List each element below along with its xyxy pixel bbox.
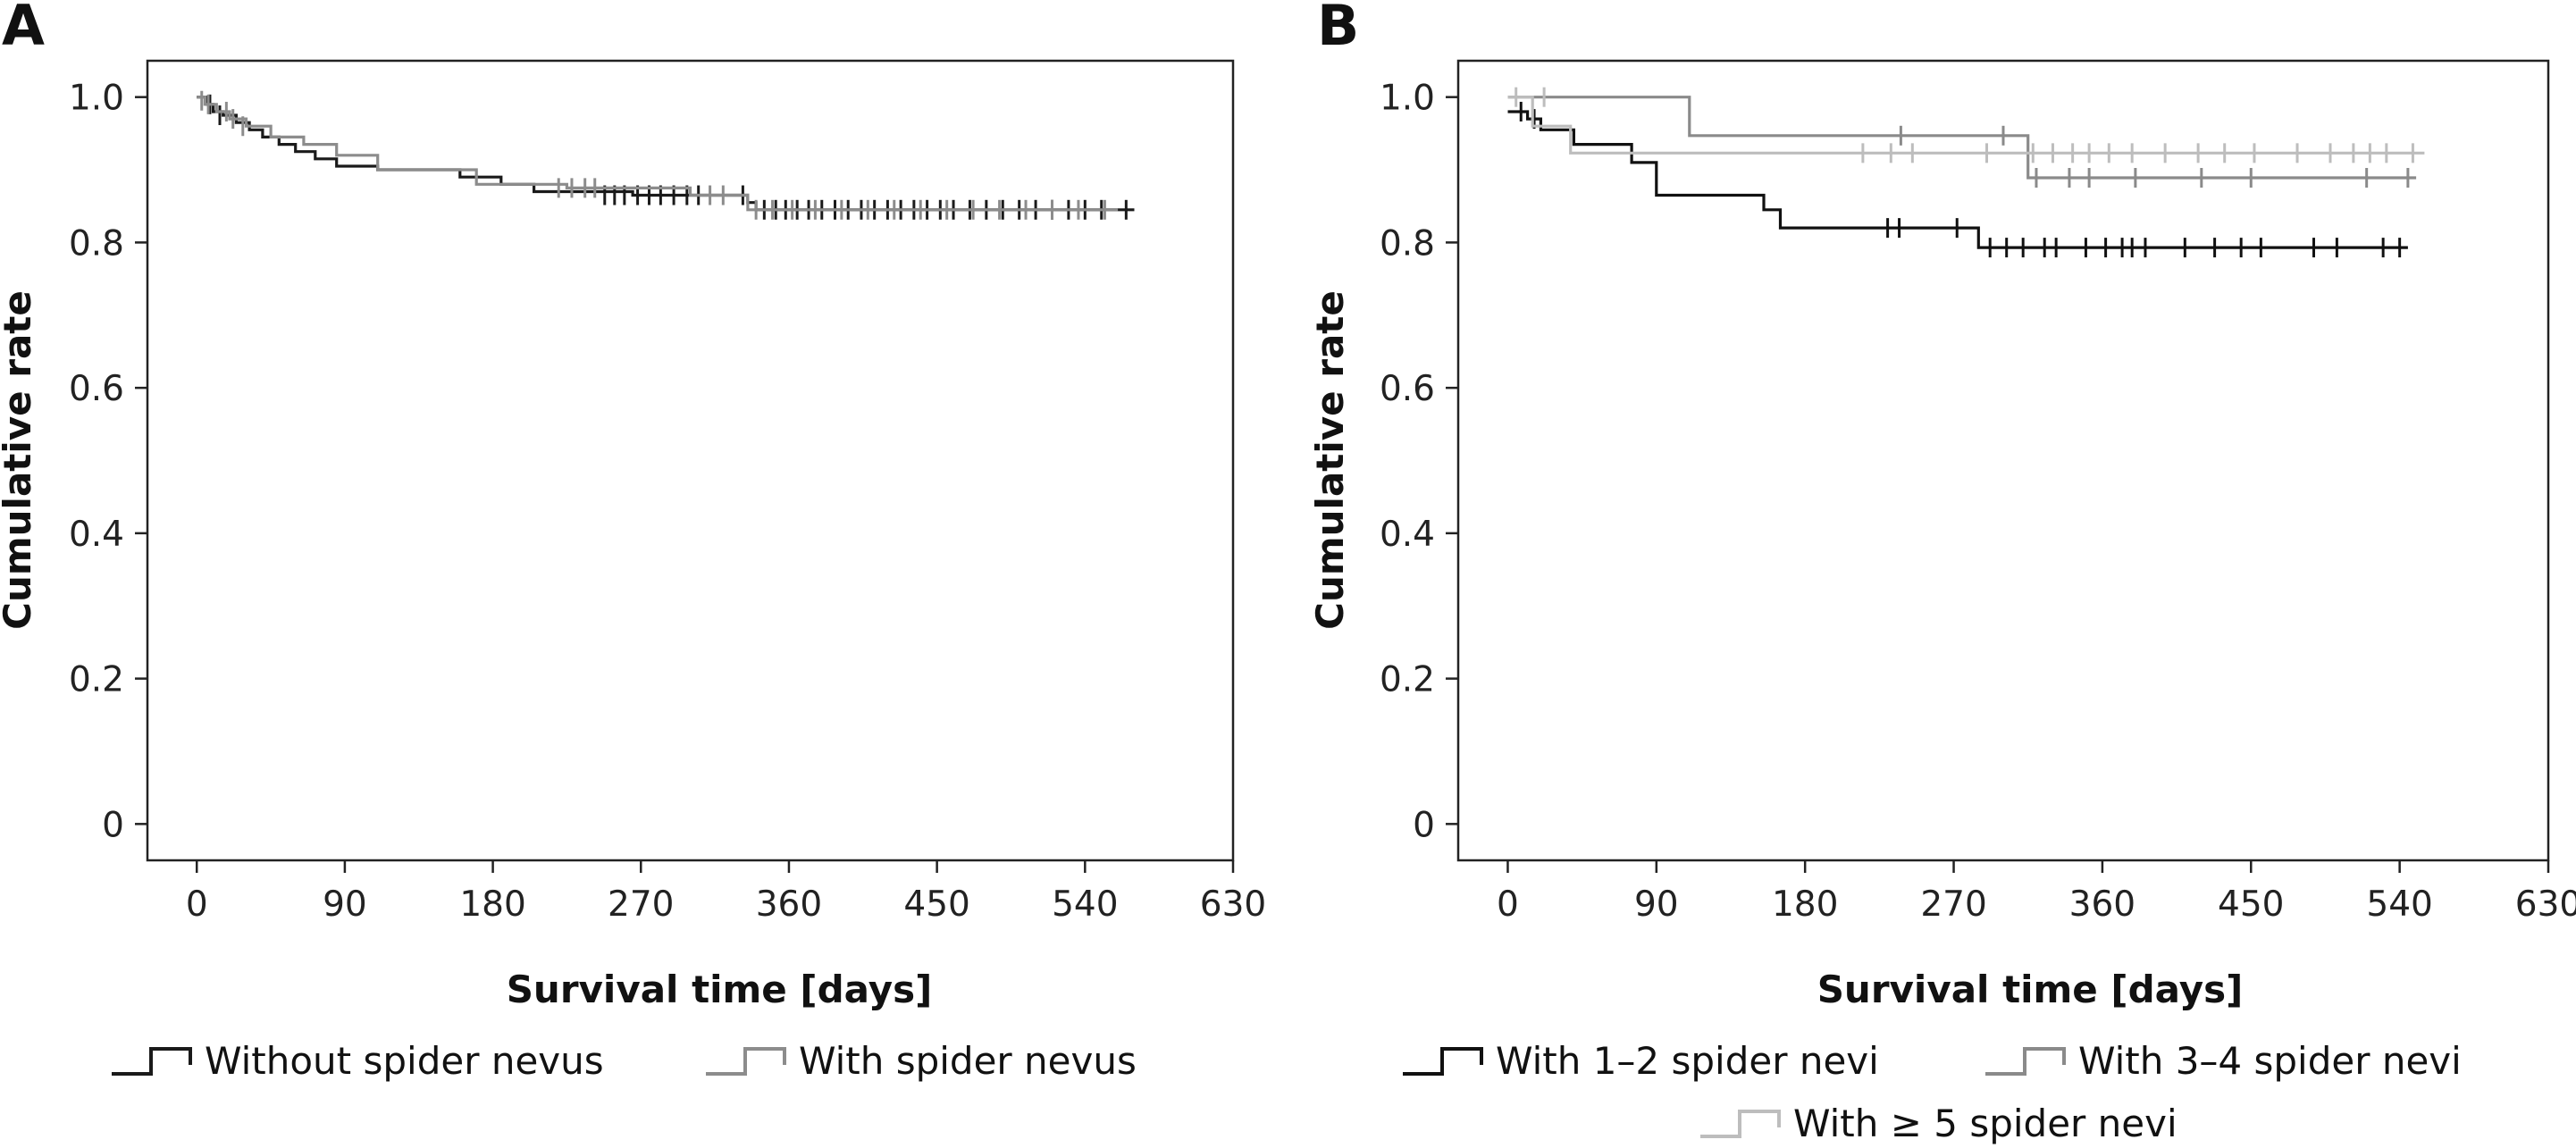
panel-b-y-tick-label: 0	[1413, 805, 1435, 845]
panel-b-y-axis-title: Cumulative rate	[1308, 290, 1352, 630]
panel-b-x-tick-label: 630	[2515, 884, 2576, 925]
panel-a-legend-label-1: Without spider nevus	[205, 1039, 604, 1083]
panel-b-legend: With 1–2 spider nevi With 3–4 spider nevi…	[1403, 1039, 2462, 1145]
panel-b-x-tick-label: 540	[2366, 884, 2432, 925]
panel-b-legend-swatch-1	[1403, 1047, 1483, 1076]
panel-b-series-2-curve	[1507, 96, 2417, 180]
panel-b-x-tick-label: 450	[2218, 884, 2284, 925]
panel-b-legend-label-1: With 1–2 spider nevi	[1496, 1039, 1879, 1083]
panel-a-x-tick-label: 180	[459, 884, 525, 925]
panel-a-legend: Without spider nevus With spider nevus	[112, 1039, 1137, 1083]
panel-a-legend-label-2: With spider nevus	[799, 1039, 1137, 1083]
panel-a-legend-swatch-2	[706, 1047, 786, 1076]
panel-a-y-tick-label: 0.6	[69, 369, 124, 409]
panel-b-y-tick-label: 0.2	[1380, 660, 1435, 700]
panel-a-x-tick-label: 540	[1052, 884, 1118, 925]
panel-a-plot-frame	[146, 59, 1235, 862]
panel-a-x-tick-label: 450	[903, 884, 969, 925]
panel-b-legend-swatch-2	[1985, 1047, 2066, 1076]
panel-b-letter: B	[1317, 0, 1359, 58]
panel-b-x-tick-label: 180	[1772, 884, 1838, 925]
panel-a: A 0 0.2 0.4 0.6 0.8 1.0 0 90 180 270 360 450 540 630…	[0, 0, 1266, 1083]
panel-b-x-tick-label: 0	[1497, 884, 1519, 925]
panel-b-plot-frame	[1456, 59, 2550, 862]
panel-b-x-tick-label: 270	[1920, 884, 1986, 925]
panel-b-y-tick-label: 1.0	[1380, 79, 1435, 119]
panel-a-x-tick-label: 630	[1200, 884, 1266, 925]
panel-b-y-axis: 0 0.2 0.4 0.6 0.8 1.0	[1380, 79, 1458, 845]
panel-b-legend-label-2: With 3–4 spider nevi	[2078, 1039, 2462, 1083]
panel-b-x-tick-label: 90	[1634, 884, 1679, 925]
panel-a-y-tick-label: 0	[102, 805, 124, 845]
panel-b-x-tick-label: 360	[2069, 884, 2135, 925]
panel-a-y-axis-title: Cumulative rate	[0, 290, 39, 630]
panel-a-x-axis: 0 90 180 270 360 450 540 630	[186, 860, 1266, 925]
panel-a-x-tick-label: 360	[756, 884, 822, 925]
panel-a-y-axis: 0 0.2 0.4 0.6 0.8 1.0	[69, 79, 147, 845]
panel-a-legend-swatch-1	[112, 1047, 192, 1076]
panel-b-x-axis: 0 90 180 270 360 450 540 630	[1497, 860, 2576, 925]
panel-b-legend-swatch-3	[1700, 1110, 1781, 1138]
panel-a-x-axis-title: Survival time [days]	[507, 968, 933, 1011]
panel-b-series-3-curve	[1507, 96, 2425, 155]
panel-b-y-tick-label: 0.8	[1380, 223, 1435, 264]
panel-b-series-1-curve	[1507, 110, 2408, 249]
panel-a-x-tick-label: 0	[186, 884, 208, 925]
panel-a-x-tick-label: 90	[323, 884, 367, 925]
panel-b-y-tick-label: 0.4	[1380, 515, 1435, 555]
panel-a-series-1-curve	[197, 96, 1135, 212]
panel-a-y-tick-label: 1.0	[69, 79, 124, 119]
panel-a-x-tick-label: 270	[608, 884, 674, 925]
panel-b-series	[1507, 87, 2425, 258]
panel-b-x-axis-title: Survival time [days]	[1817, 968, 2244, 1011]
panel-b-legend-label-3: With ≥ 5 spider nevi	[1793, 1102, 2177, 1145]
panel-b: B 0 0.2 0.4 0.6 0.8 1.0 0 90 180 270 360 450 540 630…	[1308, 0, 2576, 1145]
panel-a-letter: A	[2, 0, 45, 58]
panel-a-series-2-curve	[197, 96, 1119, 212]
panel-a-y-tick-label: 0.4	[69, 515, 124, 555]
panel-a-y-tick-label: 0.8	[69, 223, 124, 264]
panel-a-y-tick-label: 0.2	[69, 660, 124, 700]
panel-a-series	[197, 90, 1135, 220]
panel-b-y-tick-label: 0.6	[1380, 369, 1435, 409]
